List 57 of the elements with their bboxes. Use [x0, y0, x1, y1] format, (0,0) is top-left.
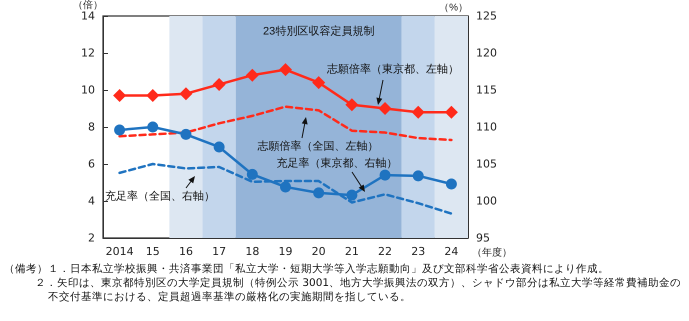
- point: [446, 178, 457, 190]
- y2-tick-label: 100: [476, 194, 497, 208]
- x-tick-label: 17: [212, 245, 226, 258]
- text: 充足率（全国、右軸）: [105, 188, 215, 204]
- point: [113, 89, 126, 102]
- point: [279, 63, 292, 76]
- series-label: 志願倍率（東京都、左軸）: [327, 62, 459, 76]
- y-tick-label: 10: [81, 84, 95, 96]
- point: [280, 181, 291, 192]
- band-label: 23特別区収容定員規制: [263, 24, 374, 38]
- y2-tick-label: 120: [476, 46, 497, 60]
- x-tick-label: 20: [312, 245, 326, 258]
- point: [380, 170, 391, 181]
- y2-tick-label: 125: [476, 10, 497, 22]
- point: [313, 187, 324, 198]
- series-label: 志願倍率（全国、左軸）: [258, 138, 378, 154]
- x-tick-label: 22: [378, 245, 392, 258]
- y2-tick-label: 115: [476, 84, 497, 96]
- x-tick-label: 18: [245, 245, 260, 258]
- y-tick-label: 14: [81, 10, 95, 22]
- y-tick-label: 6: [88, 158, 95, 170]
- y-tick-label: 4: [88, 194, 95, 208]
- point: [378, 102, 392, 115]
- y-tick-label: 8: [88, 120, 95, 134]
- point: [212, 78, 226, 91]
- point: [179, 87, 192, 100]
- point: [312, 76, 326, 90]
- x-tick-label: 21: [344, 245, 359, 258]
- point: [246, 168, 258, 180]
- point: [345, 98, 358, 112]
- point: [114, 124, 126, 136]
- point: [444, 106, 458, 119]
- x-axis-title: （年度）: [472, 246, 512, 258]
- x-tick-label: 2014: [106, 245, 134, 258]
- point: [214, 141, 225, 152]
- point: [147, 122, 158, 132]
- x-tick-label: 16: [178, 245, 193, 258]
- point: [346, 190, 358, 201]
- point: [412, 170, 424, 182]
- point: [146, 89, 160, 102]
- point: [180, 128, 192, 140]
- y2-tick-label: 105: [476, 158, 497, 170]
- point: [412, 106, 425, 119]
- y2-axis-title: （%）: [439, 2, 468, 14]
- y2-tick-label: 95: [476, 232, 490, 244]
- x-tick-label: 19: [278, 245, 292, 258]
- y-tick-label: 2: [88, 232, 95, 244]
- text: （備考）１．日本私立学校振興・共済事業団「私立大学・短期大学等入学志願動向」及び文部科学省公表資料により作成。: [4, 262, 610, 276]
- y-axis-title: （倍）: [73, 0, 103, 12]
- point: [246, 68, 259, 82]
- series-label: 充足率（東京都、右軸）: [276, 156, 398, 170]
- x-tick-label: 24: [444, 245, 458, 258]
- x-tick-label: 23: [411, 245, 426, 258]
- y-tick-label: 12: [81, 46, 95, 60]
- y2-tick-label: 110: [476, 120, 497, 134]
- text: ２．矢印は、東京都特別区の大学定員規制（特例公示 3001、地方大学振興法の双方）、シャドウ部分は私立大学等経常費補助金の不交付基準における、定員超過率基準の厳格化の実施期間を指している。: [34, 276, 682, 304]
- x-tick-label: 15: [146, 245, 160, 258]
